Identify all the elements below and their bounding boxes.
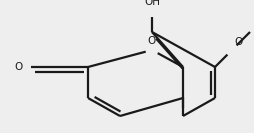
Text: O: O xyxy=(147,36,155,46)
Text: OH: OH xyxy=(144,0,159,7)
Text: O: O xyxy=(233,37,241,47)
Text: O: O xyxy=(15,62,23,72)
